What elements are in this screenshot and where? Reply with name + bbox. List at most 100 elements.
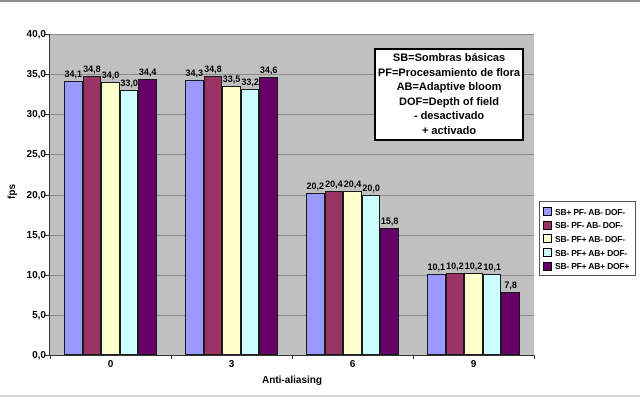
y-axis-tick: [45, 34, 49, 35]
legend-swatch: [543, 207, 552, 217]
legend-item: SB- PF- AB- DOF-: [543, 219, 635, 233]
y-axis-tick: [45, 274, 49, 276]
annotation-line: - desactivado: [413, 110, 485, 122]
data-label: 10,2: [446, 261, 464, 272]
y-axis-tick-label: 30,0: [26, 109, 46, 121]
data-label: 34,4: [138, 66, 157, 77]
legend-swatch: [543, 248, 552, 258]
data-label: 33,2: [241, 76, 259, 87]
x-axis-tick: [50, 355, 51, 359]
annotation-box: SB=Sombras básicas PF=Procesamiento de f…: [374, 48, 524, 141]
x-axis-tick: [171, 355, 172, 359]
gridline: [50, 34, 534, 35]
y-axis-tick: [45, 355, 49, 356]
data-label: 10,1: [427, 261, 446, 272]
x-axis-title: Anti-aliasing: [261, 375, 323, 386]
y-axis-tick-label: 10,0: [26, 269, 46, 281]
data-label: 34,8: [83, 63, 101, 74]
y-axis-tick-label: 0,0: [32, 350, 46, 361]
annotation-line: PF=Procesamiento de flora: [377, 66, 521, 79]
legend-swatch: [543, 261, 552, 271]
data-label: 20,0: [362, 182, 380, 193]
legend-item-label: SB- PF+ AB- DOF-: [555, 233, 625, 244]
y-axis-tick-label: 25,0: [26, 149, 46, 161]
x-axis-tick-label: 9: [470, 359, 477, 370]
y-axis-tick-label: 5,0: [32, 309, 46, 321]
legend-item: SB- PF+ AB+ DOF-: [543, 246, 635, 260]
bar: [464, 273, 483, 355]
legend-item-label: SB+ PF- AB- DOF-: [555, 206, 625, 217]
bar: [306, 192, 325, 355]
legend-item-label: SB- PF- AB- DOF-: [555, 220, 623, 231]
annotation-line: SB=Sombras básicas: [392, 52, 506, 64]
bar: [482, 273, 502, 355]
legend-item-label: SB- PF+ AB+ DOF-: [555, 247, 628, 258]
y-axis-tick: [45, 114, 49, 116]
y-axis-title: fps: [7, 184, 18, 199]
gridline: [50, 114, 534, 116]
legend-item-label: SB- PF+ AB+ DOF+: [555, 261, 630, 272]
legend-item: SB+ PF- AB- DOF-: [543, 205, 635, 219]
bar: [380, 228, 399, 355]
y-axis-tick: [45, 314, 49, 316]
legend: SB+ PF- AB- DOF- SB- PF- AB- DOF- SB- PF+ …: [539, 201, 636, 276]
legend-item: SB- PF+ AB- DOF-: [543, 232, 635, 246]
annotation-line: + activado: [421, 124, 477, 137]
x-axis-tick: [292, 355, 293, 359]
bar: [361, 194, 381, 355]
bar: [222, 86, 241, 355]
data-label: 20,4: [343, 179, 362, 190]
gridline: [50, 274, 534, 276]
y-axis-tick: [45, 194, 49, 196]
top-window-edge: [0, 0, 640, 2]
data-label: 34,1: [64, 69, 83, 80]
gridline: [50, 194, 534, 196]
bar: [82, 75, 102, 355]
data-label: 33,0: [120, 78, 138, 89]
bar: [343, 191, 362, 355]
bar: [185, 79, 204, 355]
bar: [427, 273, 446, 355]
data-label: 34,8: [204, 63, 222, 74]
data-label: 34,3: [185, 67, 204, 78]
annotation-line: AB=Adaptive bloom: [396, 81, 502, 93]
x-axis-tick-label: 0: [107, 359, 114, 370]
x-axis-tick-label: 6: [349, 359, 356, 370]
bar: [259, 77, 278, 355]
data-label: 10,2: [464, 261, 483, 272]
data-label: 34,6: [259, 65, 278, 76]
legend-swatch: [543, 220, 552, 230]
bottom-window-edge: [0, 395, 640, 397]
data-label: 20,4: [325, 179, 343, 190]
data-label: 10,1: [483, 261, 501, 272]
y-axis-tick-label: 15,0: [26, 229, 46, 241]
x-axis-tick-label: 3: [228, 359, 235, 370]
annotation-line: DOF=Depth of field: [399, 95, 499, 108]
gridline: [50, 234, 534, 236]
bar: [101, 82, 120, 355]
bar: [324, 191, 344, 355]
y-axis-tick: [45, 154, 49, 156]
x-axis-tick: [413, 355, 414, 359]
x-axis-tick: [534, 355, 535, 359]
bar: [501, 292, 520, 355]
y-axis-tick: [45, 74, 49, 76]
data-label: 15,8: [380, 216, 399, 227]
gridline: [50, 154, 534, 156]
bar: [240, 88, 260, 355]
y-axis-line: [49, 34, 50, 356]
bar: [203, 75, 223, 355]
bar: [64, 81, 83, 355]
bar: [119, 90, 139, 355]
gridline: [50, 74, 534, 76]
bar: [138, 78, 157, 355]
bar: [445, 273, 465, 355]
y-axis-tick-label: 20,0: [26, 189, 46, 201]
legend-swatch: [543, 234, 552, 244]
gridline: [50, 314, 534, 316]
y-axis-tick-label: 35,0: [26, 69, 46, 81]
data-label: 34,0: [101, 70, 120, 81]
y-axis-tick-label: 40,0: [26, 29, 46, 40]
data-label: 7,8: [504, 280, 517, 291]
